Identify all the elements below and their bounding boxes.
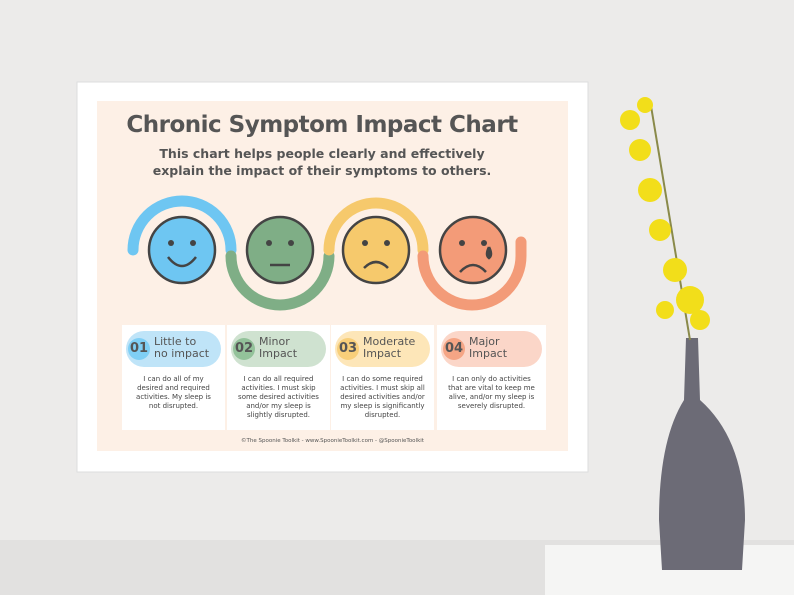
level-pill: 01 Little to no impact <box>126 331 221 367</box>
level-pill: 04 Major Impact <box>441 331 542 367</box>
level-label: Little to no impact <box>154 336 209 360</box>
vase <box>620 97 745 570</box>
label-line: Little to <box>154 335 197 348</box>
label-line: Impact <box>363 347 402 360</box>
level-number: 03 <box>337 338 359 360</box>
label-line: Impact <box>469 347 508 360</box>
label-line: Moderate <box>363 335 416 348</box>
level-card: 04 Major Impact I can only do activities th… <box>437 325 546 430</box>
level-card: 02 Minor Impact I can do all required activ… <box>227 325 330 430</box>
level-number: 01 <box>128 338 150 360</box>
label-line: Minor <box>259 335 290 348</box>
label-line: Impact <box>259 347 298 360</box>
level-description: I can do all of my desired and required … <box>136 375 211 410</box>
level-pill: 02 Minor Impact <box>231 331 326 367</box>
level-number: 04 <box>443 338 465 360</box>
footer: ©The Spoonie Toolkit - www.SpoonieToolki… <box>241 438 424 444</box>
subtitle: This chart helps people clearly and effe… <box>159 146 485 161</box>
level-pill: 03 Moderate Impact <box>335 331 430 367</box>
level-number: 02 <box>233 338 255 360</box>
waves <box>127 195 527 311</box>
label-line: Major <box>469 335 500 348</box>
label-line: no impact <box>154 347 210 360</box>
level-label: Minor Impact <box>259 336 297 360</box>
faces <box>147 215 508 285</box>
level-description: I can do some required activities. I mus… <box>340 375 425 419</box>
poster-title: Chronic Symptom Impact Chart <box>126 112 518 138</box>
level-description: I can do all required activities. I must… <box>238 375 319 419</box>
subtitle: explain the impact of their symptoms to … <box>152 163 492 178</box>
level-card: 03 Moderate Impact I can do some required a… <box>331 325 434 430</box>
level-description: I can only do activities that are vital … <box>448 375 535 410</box>
level-label: Major Impact <box>469 336 507 360</box>
level-card: 01 Little to no impact I can do all of my d… <box>122 325 225 430</box>
level-label: Moderate Impact <box>363 336 415 360</box>
